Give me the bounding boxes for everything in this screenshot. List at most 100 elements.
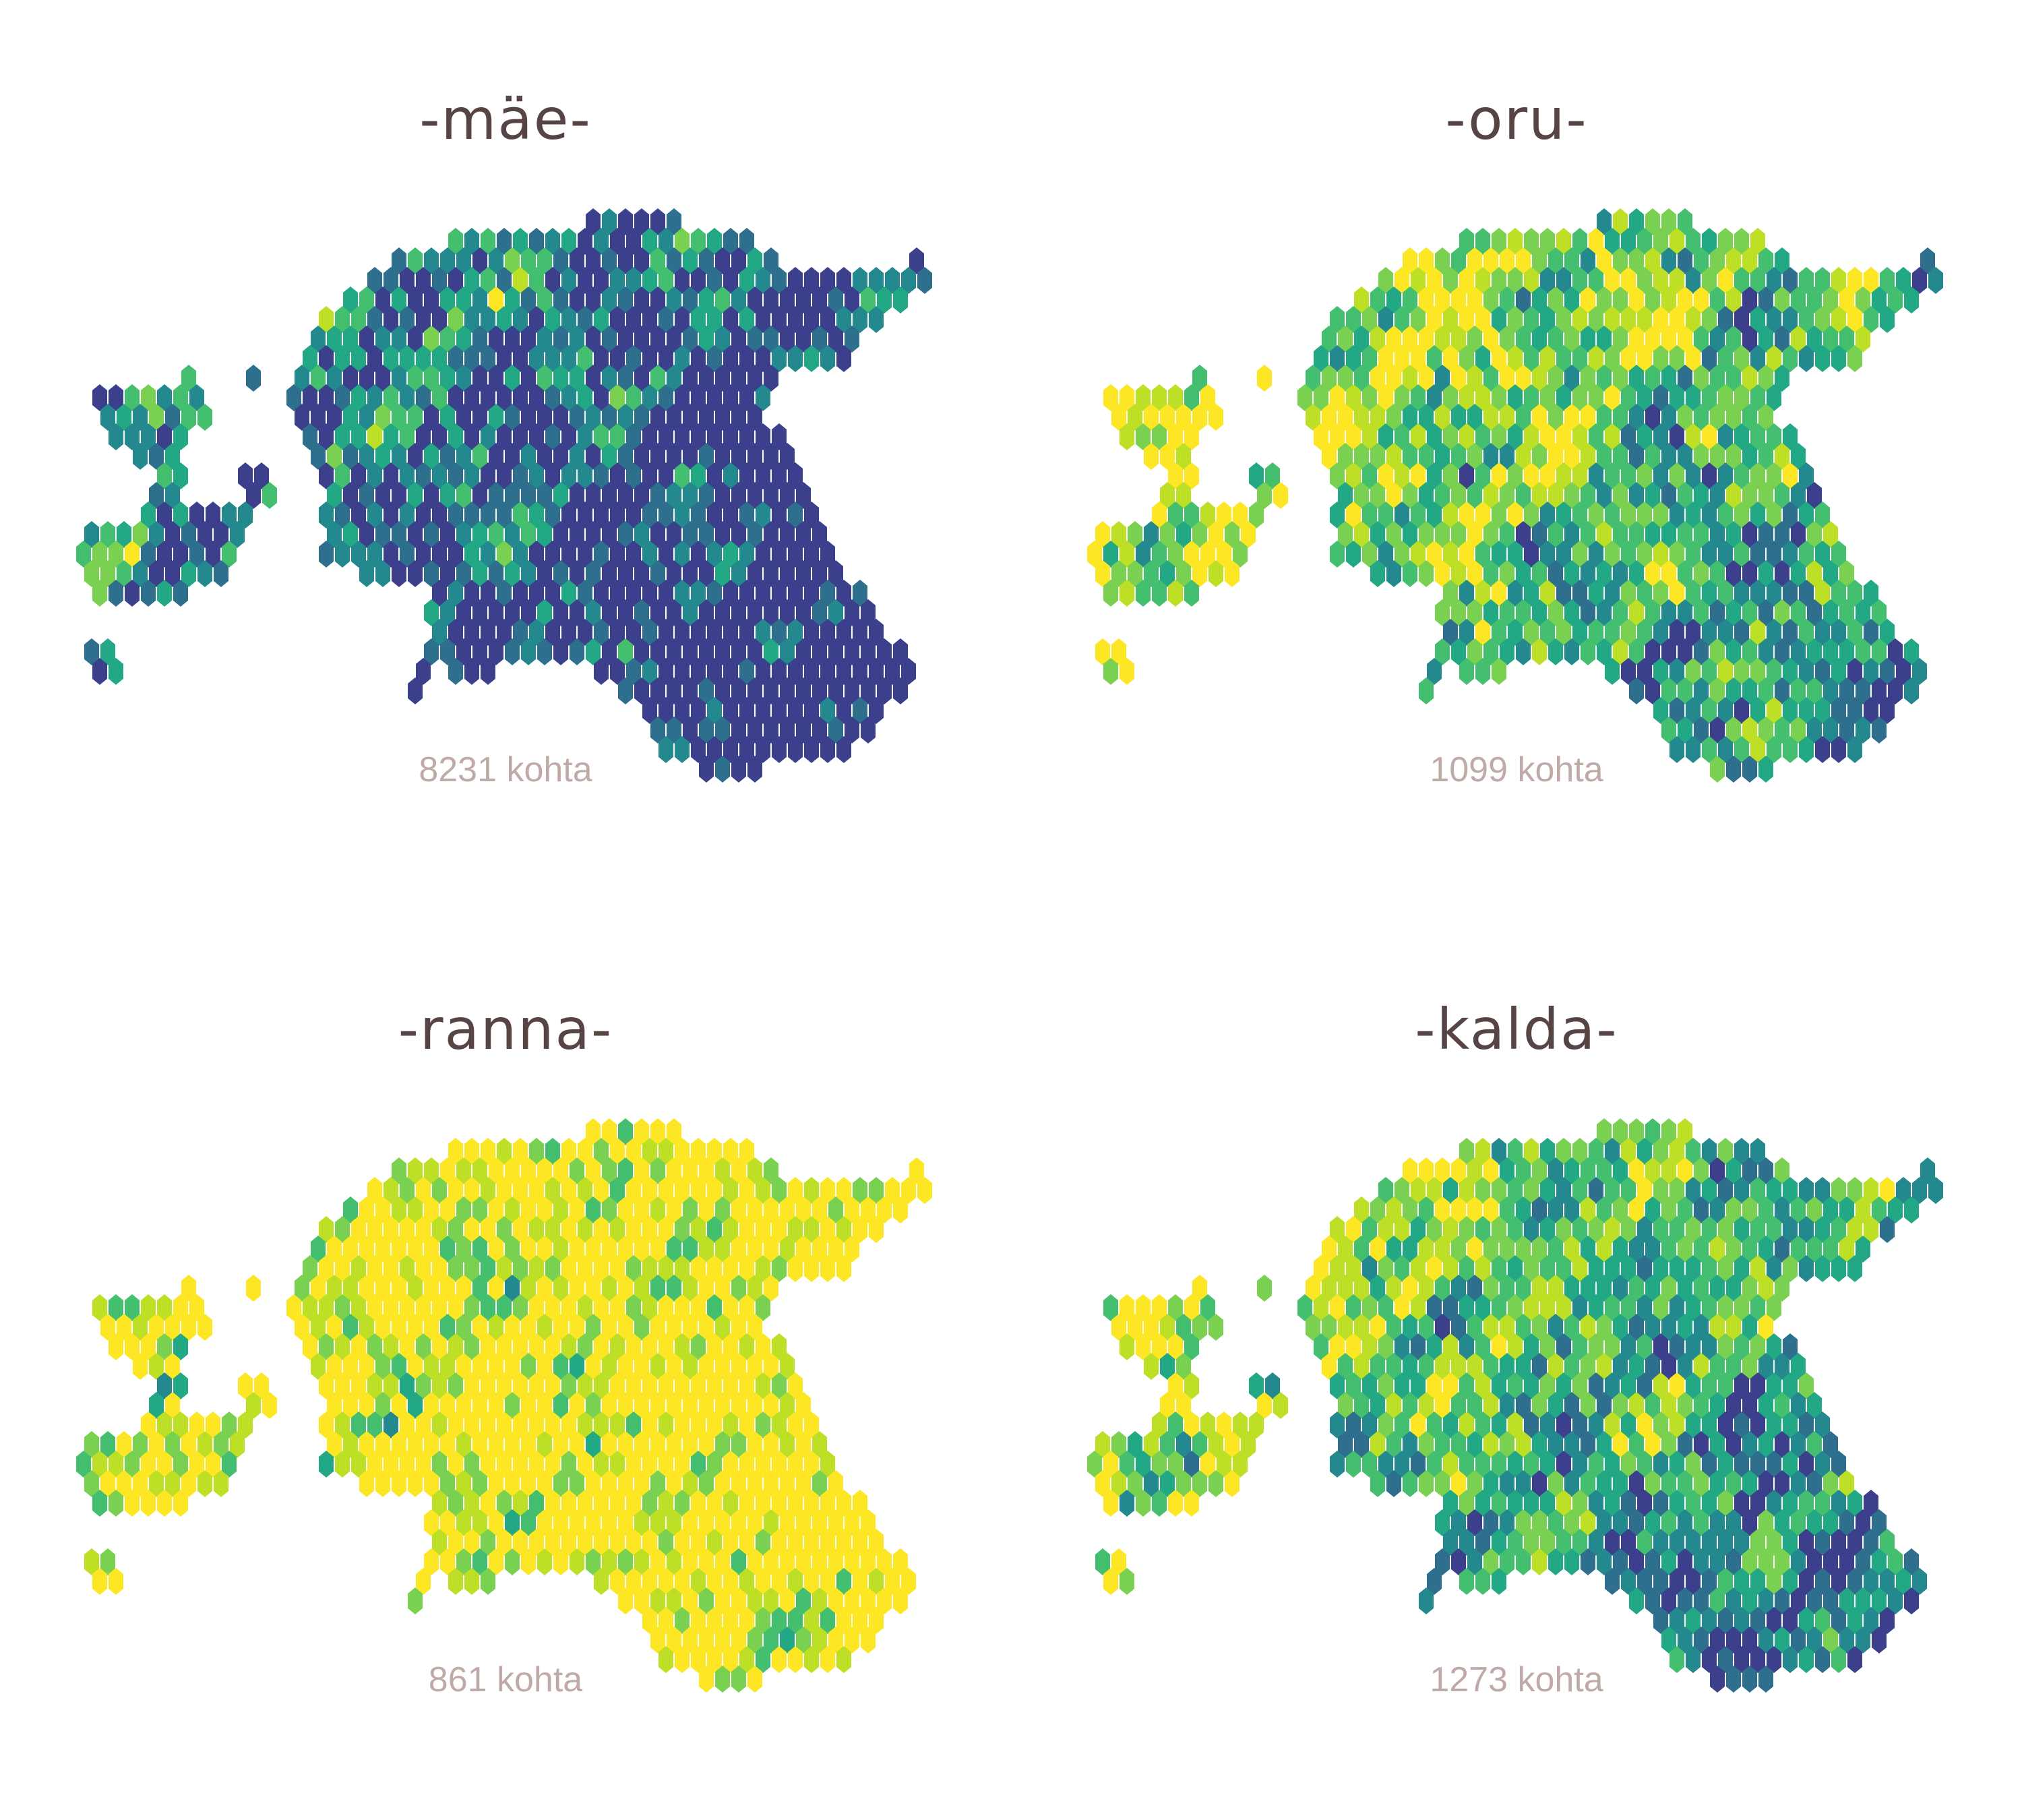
hex-cell	[1669, 1646, 1684, 1673]
hex-cell	[707, 423, 722, 450]
hex-cell	[820, 541, 835, 568]
hex-cell	[1669, 697, 1684, 724]
hex-cell	[1710, 756, 1725, 783]
hex-cell	[691, 502, 706, 528]
hex-cell	[1839, 286, 1854, 313]
hex-cell	[1443, 1177, 1458, 1204]
hex-cell	[626, 462, 641, 489]
hex-cell	[359, 521, 374, 548]
hex-cell	[756, 1646, 770, 1673]
hex-cell	[1362, 345, 1377, 372]
hex-cell	[1807, 717, 1822, 744]
hex-cell	[1864, 658, 1878, 685]
hex-cell	[1403, 1314, 1417, 1341]
hex-cell	[481, 1294, 495, 1321]
hex-cell	[1694, 1548, 1709, 1575]
hex-cell	[1718, 1138, 1733, 1165]
hex-cell	[1362, 306, 1377, 333]
hex-cell	[747, 443, 762, 470]
hex-cell	[1581, 1431, 1595, 1458]
hex-cell	[1742, 1196, 1757, 1223]
hex-cell	[1629, 521, 1644, 548]
hex-cell	[448, 1255, 463, 1282]
hex-cell	[1556, 1216, 1571, 1243]
hex-cell	[1629, 404, 1644, 431]
hex-cell	[723, 1177, 738, 1204]
hex-cell	[699, 443, 714, 470]
hex-cell	[1548, 365, 1563, 392]
hex-cell	[1799, 1177, 1814, 1204]
hex-cell	[311, 404, 326, 431]
hex-cell	[804, 1490, 819, 1517]
hex-cell	[109, 1568, 123, 1595]
hex-cell	[173, 541, 188, 568]
hex-cell	[416, 462, 431, 489]
hex-cell	[1613, 1431, 1628, 1458]
hex-cell	[141, 423, 156, 450]
hex-cell	[1451, 521, 1466, 548]
hex-cell	[869, 697, 884, 724]
hex-cell	[756, 658, 770, 685]
hex-cell	[537, 1236, 552, 1263]
hex-cell	[1605, 619, 1620, 646]
hex-cell	[561, 1412, 576, 1438]
hex-cell	[731, 1431, 746, 1458]
hex-cell	[1184, 1412, 1199, 1438]
hex-cell	[489, 1275, 503, 1302]
hex-cell	[618, 404, 633, 431]
hex-cell	[1370, 1314, 1385, 1341]
hex-cell	[1783, 580, 1798, 607]
hex-cell	[667, 1353, 681, 1380]
hex-cell	[570, 1314, 584, 1341]
hex-cell	[594, 384, 609, 411]
hex-cell	[756, 697, 770, 724]
hex-cell	[1629, 326, 1644, 353]
hex-cell	[448, 423, 463, 450]
hex-cell	[1492, 1412, 1506, 1438]
hex-cell	[1144, 443, 1159, 470]
hex-cell	[1500, 1509, 1514, 1536]
hex-cell	[1621, 1177, 1636, 1204]
hex-cell	[553, 1157, 568, 1184]
hex-cell	[1136, 1294, 1151, 1321]
hex-cell	[1419, 404, 1434, 431]
hex-cell	[537, 365, 552, 392]
hex-cell	[521, 1196, 536, 1223]
hex-cell	[828, 1587, 843, 1614]
hex-cell	[1322, 1353, 1337, 1380]
hex-cell	[658, 462, 673, 489]
hex-cell	[1613, 482, 1628, 509]
hex-cell	[845, 1548, 859, 1575]
hex-cell	[836, 1646, 851, 1673]
hex-cell	[1346, 1216, 1361, 1243]
hex-cell	[1718, 345, 1733, 372]
hex-cell	[1734, 697, 1749, 724]
hex-cell	[1451, 1275, 1466, 1302]
hex-cell	[1475, 345, 1490, 372]
hex-cell	[230, 521, 245, 548]
hex-cell	[165, 1314, 180, 1341]
hex-cell	[610, 1412, 625, 1438]
hex-cell	[1710, 443, 1725, 470]
hex-cell	[400, 384, 415, 411]
hex-cell	[1669, 1490, 1684, 1517]
hex-cell	[1508, 1490, 1523, 1517]
hex-cell	[1799, 1646, 1814, 1673]
hex-cell	[1750, 1568, 1765, 1595]
hex-cell	[1847, 1255, 1862, 1282]
hex-cell	[343, 443, 358, 470]
hex-cell	[1597, 599, 1612, 626]
hex-cell	[246, 365, 261, 392]
hex-cell	[1621, 228, 1636, 255]
hex-cell	[1726, 521, 1741, 548]
hex-cell	[764, 638, 778, 665]
hex-cell	[1370, 1392, 1385, 1419]
hex-cell	[1492, 1490, 1506, 1517]
hex-cell	[691, 1255, 706, 1282]
hex-cell	[626, 1138, 641, 1165]
hex-cell	[1338, 1431, 1353, 1458]
hex-cell	[197, 521, 212, 548]
hex-cell	[626, 1177, 641, 1204]
hex-cell	[1427, 267, 1442, 294]
hex-cell	[448, 1216, 463, 1243]
